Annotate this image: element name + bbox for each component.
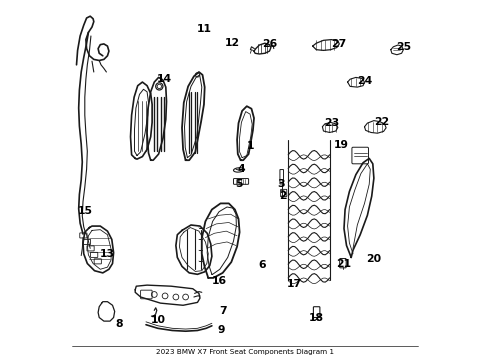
Text: 23: 23: [324, 118, 339, 128]
Text: 27: 27: [331, 39, 346, 49]
Text: 5: 5: [235, 179, 242, 189]
Text: 24: 24: [357, 76, 372, 86]
Text: 16: 16: [212, 276, 227, 286]
Text: 11: 11: [197, 24, 212, 34]
Text: 1: 1: [246, 141, 254, 151]
Text: 9: 9: [218, 325, 225, 336]
Text: 12: 12: [225, 38, 240, 48]
Text: 10: 10: [150, 315, 166, 325]
Text: 14: 14: [156, 74, 172, 84]
Text: 3: 3: [277, 179, 285, 189]
Text: 2023 BMW X7 Front Seat Components Diagram 1: 2023 BMW X7 Front Seat Components Diagra…: [156, 349, 334, 355]
Text: 2: 2: [279, 191, 287, 201]
Text: 15: 15: [78, 206, 93, 216]
Text: 6: 6: [258, 260, 266, 270]
Text: 7: 7: [220, 306, 227, 316]
Text: 22: 22: [374, 117, 390, 127]
Text: 26: 26: [263, 39, 278, 49]
Text: 8: 8: [115, 319, 123, 329]
Text: 18: 18: [309, 312, 324, 323]
Text: 19: 19: [334, 140, 349, 150]
Text: 21: 21: [336, 258, 351, 269]
Text: 4: 4: [238, 164, 245, 174]
Text: 17: 17: [287, 279, 302, 289]
Text: 13: 13: [100, 249, 115, 259]
Text: 25: 25: [396, 42, 411, 52]
Text: 20: 20: [367, 254, 381, 264]
